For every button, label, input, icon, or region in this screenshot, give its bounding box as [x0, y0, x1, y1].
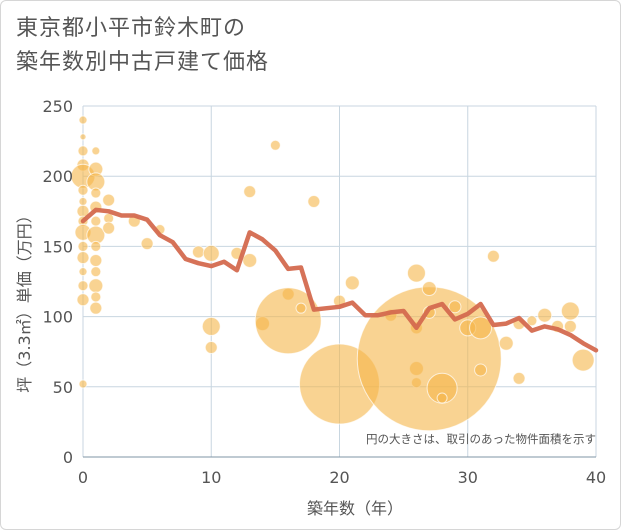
bubble-point [537, 307, 553, 323]
bubble-point [307, 194, 321, 208]
bubble-point [140, 237, 154, 251]
bubble-point [201, 316, 221, 336]
bubble-point [76, 293, 90, 307]
bubble-point [421, 281, 437, 297]
bubble-point [344, 275, 360, 291]
bubble-point [571, 348, 595, 372]
bubble-point [474, 363, 488, 377]
bubble-point [242, 252, 258, 268]
bubble-point [436, 392, 448, 404]
bubble-point [269, 139, 281, 151]
bubble-point [79, 133, 87, 141]
bubble-point [90, 266, 102, 278]
y-tick-label: 200 [42, 167, 73, 186]
y-tick-label: 50 [53, 378, 73, 397]
y-axis-label: 坪（3.3㎡）単価（万円） [15, 207, 34, 392]
bubble-point [78, 379, 88, 389]
bubble-point [486, 249, 500, 263]
average-price-line [80, 207, 599, 353]
grid [82, 105, 597, 458]
bubble-point [498, 335, 514, 351]
bubble-point [448, 300, 462, 314]
bubble-point [78, 267, 88, 277]
bubble-point [526, 315, 538, 327]
bubble-point [77, 240, 89, 252]
bubble-point [76, 251, 90, 265]
y-tick-label: 250 [42, 97, 73, 116]
bubble-point [512, 371, 526, 385]
bubble-point [90, 240, 102, 252]
x-tick-label: 20 [329, 468, 349, 487]
bubble-point [560, 301, 580, 321]
bubble-point [89, 301, 103, 315]
bubble-point [191, 245, 205, 259]
title-line-2: 築年数別中古戸建て価格 [16, 50, 270, 75]
bubble-point [77, 184, 89, 196]
x-tick-label: 40 [586, 468, 606, 487]
y-tick-label: 100 [42, 308, 73, 327]
bubble-point [102, 221, 116, 235]
x-tick-label: 0 [78, 468, 88, 487]
bubble-point [88, 278, 104, 294]
bubble-point [295, 302, 307, 314]
bubble-point [78, 196, 88, 206]
y-tick-label: 150 [42, 237, 73, 256]
x-tick-label: 30 [458, 468, 478, 487]
bubble-point [90, 187, 102, 199]
bubble-point [78, 115, 88, 125]
bubble-point [406, 263, 426, 283]
average-line-layer [80, 207, 599, 353]
size-note: 円の大きさは、取引のあった物件面積を示す [366, 432, 596, 446]
bubble-point [91, 146, 101, 156]
bubble-point [204, 340, 218, 354]
title-line-1: 東京都小平市鈴木町の [16, 16, 247, 41]
bubble-point [90, 215, 102, 227]
bubble-point [469, 316, 493, 340]
axes: 0 10 20 30 40 0 50 100 150 200 250 [42, 97, 606, 487]
bubble-point [202, 244, 220, 262]
bubble-point [77, 145, 89, 157]
y-tick-label: 0 [63, 448, 73, 467]
bubble-point [563, 319, 577, 333]
bubble-point [90, 291, 102, 303]
chart-title: 東京都小平市鈴木町の 築年数別中古戸建て価格 [16, 12, 269, 80]
bubble-point [243, 185, 257, 199]
bubble-point [102, 193, 116, 207]
x-tick-label: 10 [201, 468, 221, 487]
x-axis-label: 築年数（年） [307, 499, 403, 518]
bubble-point [77, 280, 89, 292]
bubble-point [89, 253, 103, 267]
bubble-layer [70, 115, 595, 432]
